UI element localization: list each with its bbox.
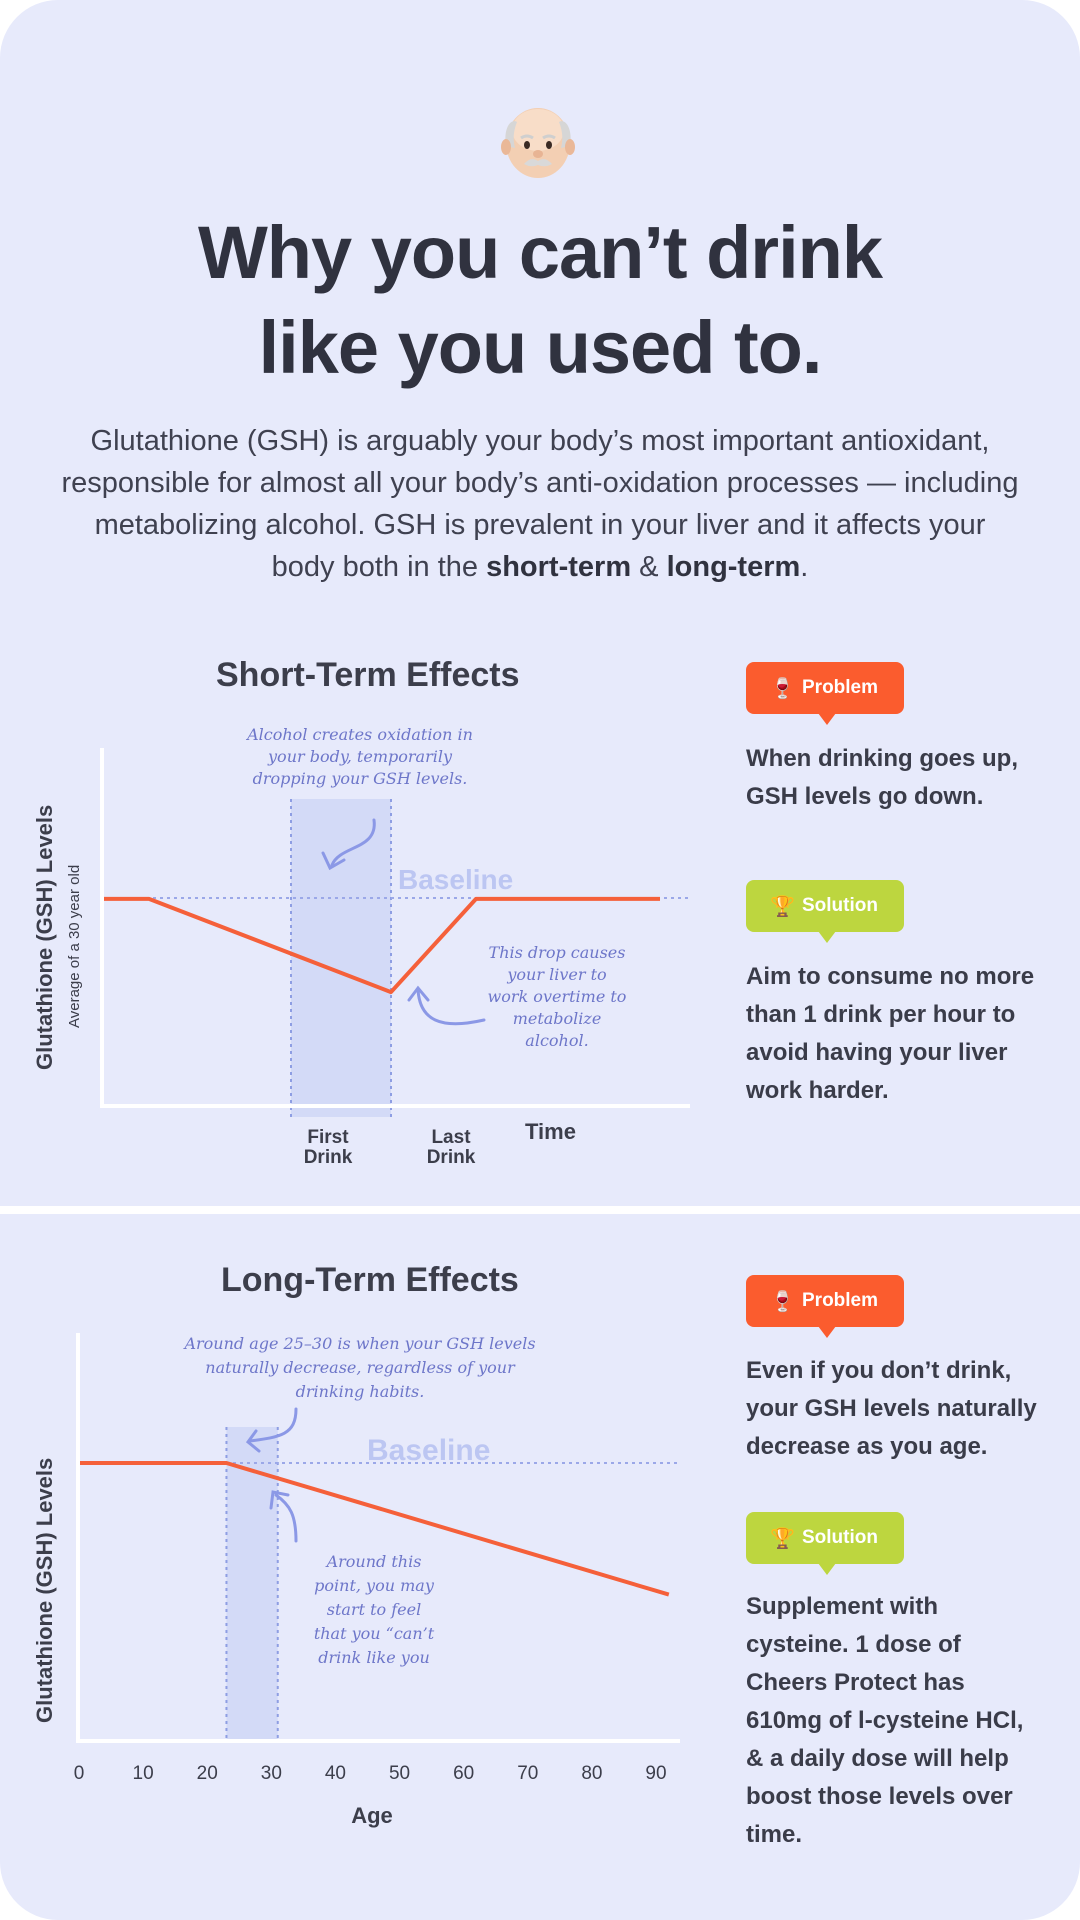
short-term-problem-badge: 🍷 Problem xyxy=(746,662,905,725)
section-divider xyxy=(0,1206,1080,1214)
x-tick-0: 0 xyxy=(74,1763,85,1784)
old-man-emoji xyxy=(501,108,575,178)
y-axis-label: Glutathione (GSH) Levels xyxy=(32,805,57,1070)
short-term-problem-text: When drinking goes up, GSH levels go dow… xyxy=(746,745,1018,810)
x-tick-30: 30 xyxy=(261,1763,282,1784)
annotation-arrow-1 xyxy=(248,1407,298,1443)
x-tick-labels: 0 10 20 30 40 50 60 70 80 90 xyxy=(74,1763,667,1784)
wine-glass-icon: 🍷 xyxy=(770,677,795,700)
x-tick-70: 70 xyxy=(517,1763,538,1784)
annotation-arrowhead-1 xyxy=(245,1429,261,1453)
x-axis-label: Time xyxy=(525,1119,576,1144)
trophy-icon: 🏆 xyxy=(770,1527,795,1550)
annotation-arrowhead-2 xyxy=(407,985,430,1002)
intro-bold-long-term: long-term xyxy=(666,551,801,583)
long-term-problem-badge: 🍷 Problem xyxy=(746,1275,905,1338)
x-tick-60: 60 xyxy=(453,1763,474,1784)
tick-label-first-drink: First Drink xyxy=(304,1127,353,1168)
long-term-problem-text: Even if you don’t drink, your GSH levels… xyxy=(746,1357,1037,1460)
intro-paragraph: Glutathione (GSH) is arguably your body’… xyxy=(60,420,1020,588)
age-window-highlight xyxy=(226,1427,278,1743)
long-term-solution-text: Supplement with cysteine. 1 dose of Chee… xyxy=(746,1593,1024,1848)
annotation-arrow-2 xyxy=(274,1493,298,1543)
annotation-arrow-2 xyxy=(416,988,486,1026)
gsh-age-series-line xyxy=(79,1461,670,1597)
solution-label: Solution xyxy=(802,1527,878,1548)
long-term-solution-badge: 🏆 Solution xyxy=(746,1512,904,1575)
page-title-line-2: like you used to. xyxy=(258,306,823,389)
x-tick-80: 80 xyxy=(581,1763,602,1784)
x-tick-40: 40 xyxy=(325,1763,346,1784)
trophy-icon: 🏆 xyxy=(770,895,795,918)
annotation-arrowhead-1 xyxy=(321,851,346,871)
x-tick-10: 10 xyxy=(133,1763,154,1784)
tick-last-line-2: Drink xyxy=(427,1147,476,1168)
annotation-drop: This drop causes your liver to work overti… xyxy=(488,943,627,1050)
problem-label: Problem xyxy=(802,677,879,698)
problem-label: Problem xyxy=(802,1290,879,1311)
intro-bold-short-term: short-term xyxy=(486,551,632,583)
x-tick-90: 90 xyxy=(645,1763,666,1784)
y-axis-sublabel: Average of a 30 year old xyxy=(66,865,83,1028)
x-tick-50: 50 xyxy=(389,1763,410,1784)
short-term-solution-badge: 🏆 Solution xyxy=(746,880,904,943)
tick-first-line-2: Drink xyxy=(304,1147,353,1168)
annotation-age-decline: Around age 25–30 is when your GSH levels… xyxy=(182,1334,535,1401)
short-term-chart: Baseline Glutathione (GSH) Levels Averag… xyxy=(32,725,690,1168)
annotation-cant-drink: Around this point, you may start to feel th… xyxy=(314,1552,435,1667)
annotation-arrow-1 xyxy=(330,818,376,867)
short-term-solution-text: Aim to consume no more than 1 drink per … xyxy=(746,963,1035,1104)
x-axis-label: Age xyxy=(351,1803,393,1828)
y-axis-label: Glutathione (GSH) Levels xyxy=(32,1458,57,1723)
intro-join: & xyxy=(631,551,667,583)
wine-glass-icon: 🍷 xyxy=(770,1290,795,1313)
page-title-line-1: Why you can’t drink xyxy=(197,211,883,294)
tick-label-last-drink: Last Drink xyxy=(427,1127,476,1168)
long-term-title: Long-Term Effects xyxy=(221,1261,519,1299)
intro-end: . xyxy=(800,551,809,583)
intro-text: Glutathione (GSH) is arguably your body’… xyxy=(61,425,1019,583)
annotation-arrowhead-2 xyxy=(269,1490,290,1510)
annotation-oxidation: Alcohol creates oxidation in your body, t… xyxy=(245,725,473,788)
long-term-chart: Baseline 0 10 20 30 40 50 60 70 80 90 Glutathione… xyxy=(32,1333,680,1828)
baseline-label: Baseline xyxy=(398,864,513,895)
gsh-series-line xyxy=(104,896,660,995)
tick-first-line-1: First xyxy=(307,1127,349,1148)
x-tick-20: 20 xyxy=(197,1763,218,1784)
solution-label: Solution xyxy=(802,895,878,916)
baseline-label: Baseline xyxy=(367,1434,490,1467)
short-term-title: Short-Term Effects xyxy=(216,656,520,694)
tick-last-line-1: Last xyxy=(431,1127,471,1148)
